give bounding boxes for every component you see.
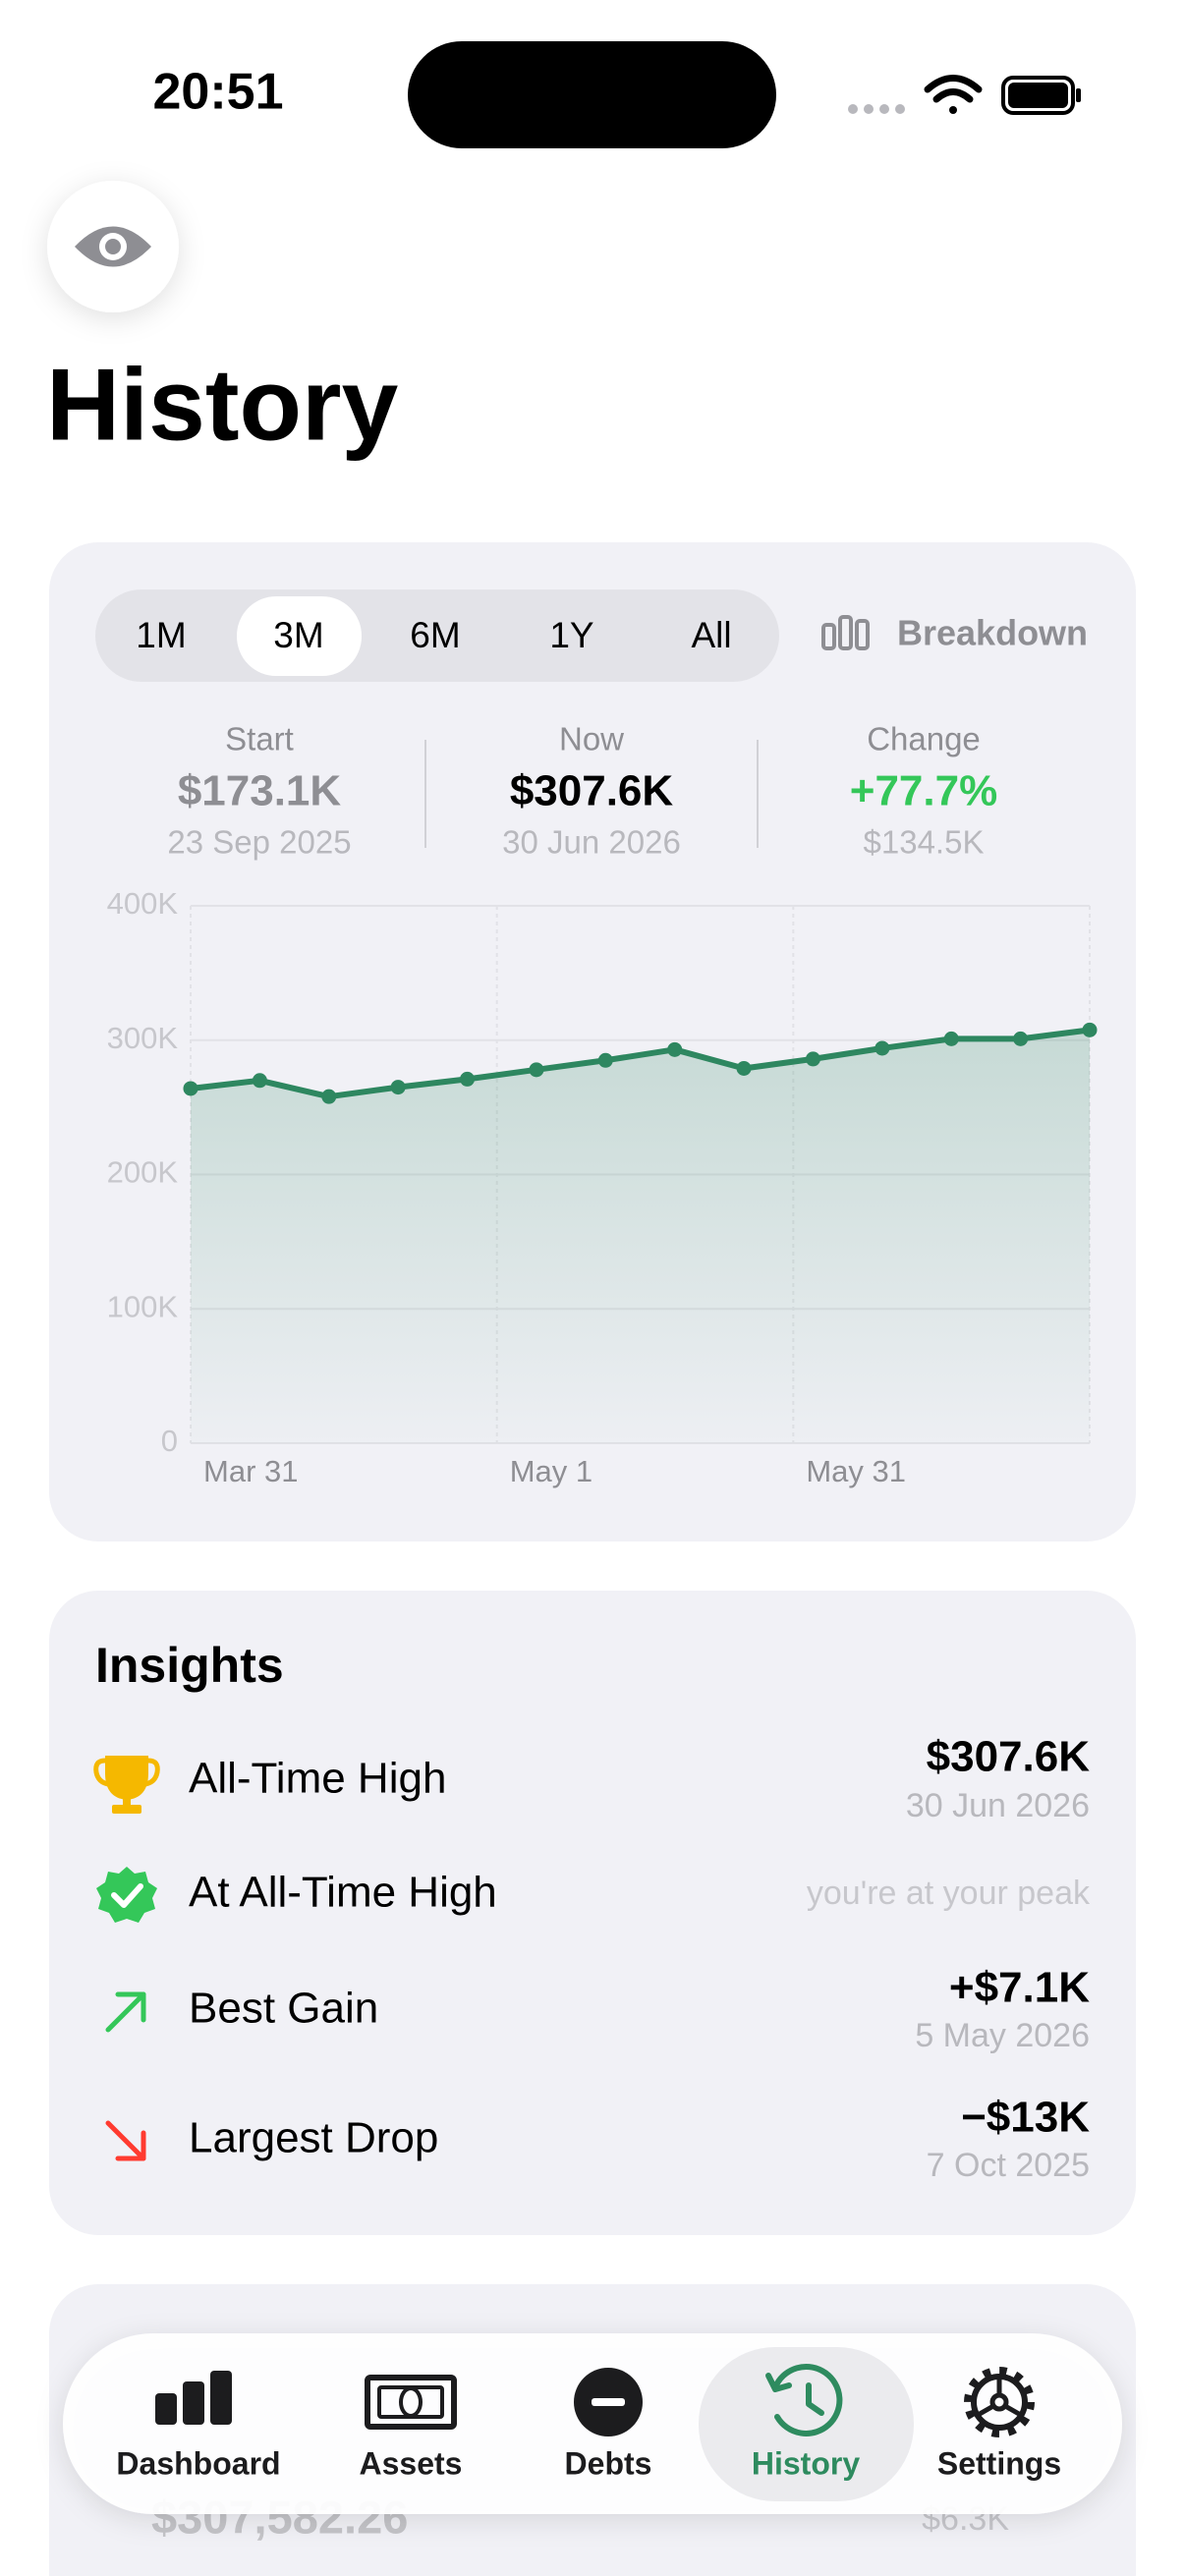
- assets-icon: [365, 2375, 457, 2430]
- point: [390, 1080, 406, 1095]
- range-option[interactable]: 6M: [410, 615, 460, 655]
- insight-label: At All-Time High: [189, 1869, 497, 1917]
- tab-selected-pill: [699, 2347, 914, 2501]
- summary-label: Change: [867, 721, 981, 757]
- insights-card: [49, 1591, 1136, 2235]
- dynamic-island: [408, 41, 776, 148]
- insight-value: $307.6K: [927, 1733, 1091, 1781]
- range-option[interactable]: 1Y: [549, 615, 593, 655]
- range-option[interactable]: 3M: [273, 615, 323, 655]
- point: [183, 1081, 198, 1096]
- history-icon: [765, 2364, 843, 2436]
- debts-icon: [574, 2368, 643, 2436]
- status-time: 20:51: [153, 64, 284, 121]
- gain-icon: [105, 1991, 146, 2033]
- insights-title: Insights: [95, 1638, 284, 1693]
- tab-label[interactable]: History: [752, 2445, 860, 2481]
- point: [321, 1089, 337, 1104]
- x-tick-label: May 31: [806, 1454, 906, 1488]
- point: [667, 1041, 683, 1057]
- summary-detail: 23 Sep 2025: [167, 824, 351, 861]
- insight-value: −$13K: [961, 2094, 1090, 2142]
- tab-label[interactable]: Settings: [937, 2445, 1061, 2481]
- battery-icon: [1001, 76, 1081, 115]
- point: [597, 1052, 613, 1068]
- chart: 0 100K 200K 300K 400K Mar 31 May 1 May 31: [107, 886, 1098, 1488]
- summary-label: Now: [559, 721, 624, 757]
- page-title: History: [46, 348, 398, 462]
- point: [460, 1071, 476, 1087]
- y-tick-label: 100K: [107, 1289, 179, 1323]
- drop-icon: [105, 2120, 146, 2161]
- range-option[interactable]: All: [691, 615, 731, 655]
- summary-detail: $134.5K: [864, 824, 985, 861]
- point: [736, 1060, 752, 1076]
- insight-label: All-Time High: [189, 1755, 446, 1803]
- settings-icon: [964, 2367, 1035, 2437]
- x-tick-label: Mar 31: [203, 1454, 298, 1488]
- y-tick-label: 0: [161, 1424, 178, 1458]
- breakdown-button[interactable]: Breakdown: [897, 613, 1088, 653]
- wifi-icon: [924, 75, 983, 114]
- range-option[interactable]: 1M: [136, 615, 186, 655]
- point: [529, 1062, 544, 1078]
- point: [252, 1073, 267, 1089]
- insight-detail: 30 Jun 2026: [906, 1787, 1090, 1824]
- dashboard-icon: [155, 2371, 232, 2425]
- summary-value: +77.7%: [850, 767, 997, 815]
- tab-label[interactable]: Dashboard: [116, 2445, 280, 2481]
- insight-detail: 7 Oct 2025: [927, 2147, 1090, 2184]
- y-tick-label: 400K: [107, 886, 179, 921]
- summary-detail: 30 Jun 2026: [502, 824, 681, 861]
- point: [1013, 1031, 1029, 1046]
- breakdown-icon: [821, 615, 870, 650]
- point: [805, 1051, 820, 1067]
- line: [188, 1027, 1093, 1100]
- insight-label: Best Gain: [189, 1985, 378, 2033]
- tab-label[interactable]: Assets: [360, 2445, 463, 2481]
- point: [875, 1040, 890, 1056]
- eye-icon: [105, 239, 121, 254]
- insight-value: +$7.1K: [949, 1964, 1090, 2012]
- y-tick-label: 300K: [107, 1021, 179, 1055]
- insight-detail: you're at your peak: [807, 1875, 1091, 1912]
- point: [943, 1031, 959, 1046]
- range-selected-pill: [237, 596, 362, 676]
- y-tick-label: 200K: [107, 1155, 179, 1190]
- x-tick-label: May 1: [510, 1454, 592, 1488]
- point: [1082, 1022, 1098, 1037]
- summary-value: $307.6K: [510, 767, 674, 815]
- summary-label: Start: [225, 721, 294, 757]
- trophy-icon: [93, 1756, 160, 1814]
- signal-icon: [848, 104, 905, 114]
- badge-icon: [96, 1867, 157, 1923]
- insight-label: Largest Drop: [189, 2114, 438, 2162]
- area: [191, 1030, 1090, 1443]
- tab-label[interactable]: Debts: [565, 2445, 652, 2481]
- insight-detail: 5 May 2026: [915, 2017, 1090, 2054]
- summary-value: $173.1K: [178, 767, 342, 815]
